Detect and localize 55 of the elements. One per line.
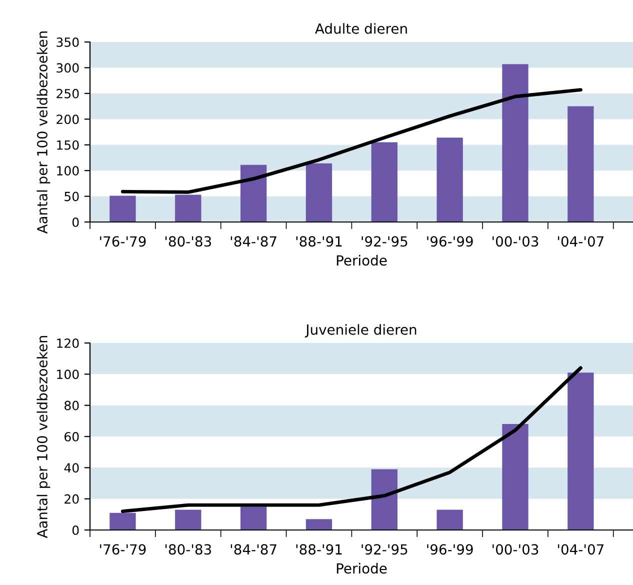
y-tick-label: 250: [56, 88, 79, 98]
bar: [240, 506, 267, 530]
x-axis-title: Periode: [336, 254, 387, 266]
y-axis-title: Aantal per 100 veldbezoeken: [36, 31, 50, 234]
y-tick-label: 150: [57, 140, 79, 150]
y-tick-label: 60: [64, 432, 79, 442]
x-tick-label: '76-'79: [100, 236, 146, 247]
bar: [436, 138, 463, 222]
x-tick-label: '88-'91: [296, 544, 342, 555]
chart-title: Juveniele dieren: [304, 324, 416, 338]
bar: [502, 424, 528, 530]
x-tick-label: '00-'03: [492, 544, 538, 555]
y-tick-label: 20: [64, 494, 79, 504]
x-tick-label: '96-'99: [427, 236, 473, 247]
x-tick-label: '92-'95: [362, 236, 408, 247]
y-tick-label: 40: [64, 463, 79, 473]
y-tick-label: 50: [64, 192, 79, 202]
x-tick-label: '84-'87: [230, 236, 276, 247]
bar: [568, 106, 594, 222]
chart-title: Adulte dieren: [315, 23, 407, 34]
bar: [502, 64, 528, 222]
y-tick-label: 200: [56, 114, 79, 124]
y-tick-label: 100: [57, 166, 79, 176]
x-tick-label: '92-'95: [362, 544, 408, 555]
bar: [110, 196, 136, 222]
x-tick-label: '04-'07: [558, 544, 604, 555]
bar: [306, 519, 332, 530]
x-tick-label: '96-'99: [427, 544, 473, 555]
x-tick-label: '80-'83: [165, 544, 212, 555]
line-series: [120, 88, 582, 194]
bar: [175, 194, 202, 222]
bar: [371, 142, 398, 222]
x-tick-label: '00-'03: [492, 236, 538, 247]
y-tick-label: 100: [57, 370, 79, 380]
bar: [568, 372, 594, 530]
line-series: [120, 366, 582, 514]
y-axis-title: Aantal per 100 veldbezoeken: [36, 336, 50, 538]
y-tick-label: 0: [72, 217, 79, 227]
x-axis-title: Periode: [336, 562, 387, 574]
x-tick-label: '04-'07: [558, 236, 604, 247]
y-tick-label: 350: [56, 37, 79, 47]
x-tick-label: '88-'91: [296, 236, 342, 247]
bar: [371, 469, 398, 530]
y-tick-label: 120: [57, 338, 79, 348]
x-tick-label: '84-'87: [230, 544, 276, 555]
x-tick-label: '76-'79: [100, 544, 146, 555]
y-tick-label: 0: [72, 525, 79, 535]
y-tick-label: 80: [64, 400, 79, 410]
bar: [436, 510, 463, 530]
y-tick-label: 300: [56, 63, 79, 73]
bar: [240, 164, 267, 222]
x-tick-label: '80-'83: [165, 236, 212, 247]
bar: [306, 163, 332, 222]
bar: [110, 512, 136, 530]
bar: [175, 510, 202, 530]
